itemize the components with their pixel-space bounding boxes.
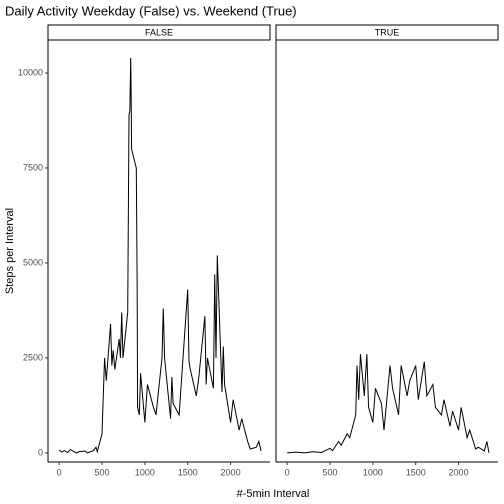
x-tick-label: 2000	[449, 467, 469, 477]
x-tick-label: 2000	[221, 467, 241, 477]
y-tick-label: 5000	[23, 257, 43, 267]
x-tick-label: 500	[94, 467, 109, 477]
data-line	[287, 354, 490, 454]
y-tick-label: 7500	[23, 162, 43, 172]
facet-label: TRUE	[375, 27, 400, 37]
y-tick-label: 10000	[18, 67, 43, 77]
facet-strip	[275, 24, 499, 41]
y-tick-label: 0	[38, 447, 43, 457]
x-tick-label: 1500	[178, 467, 198, 477]
facet-strip	[47, 24, 271, 41]
facet-label: FALSE	[145, 27, 173, 37]
chart-title: Daily Activity Weekday (False) vs. Weeke…	[5, 3, 297, 18]
x-tick-label: 1000	[363, 467, 383, 477]
x-tick-label: 0	[57, 467, 62, 477]
data-line	[58, 57, 262, 454]
y-tick-label: 2500	[23, 352, 43, 362]
x-tick-label: 1500	[406, 467, 426, 477]
x-tick-label: 500	[322, 467, 337, 477]
y-axis-label: Steps per Interval	[4, 208, 16, 294]
x-tick-label: 0	[285, 467, 290, 477]
x-axis-label: #-5min Interval	[237, 488, 310, 500]
x-tick-label: 1000	[135, 467, 155, 477]
